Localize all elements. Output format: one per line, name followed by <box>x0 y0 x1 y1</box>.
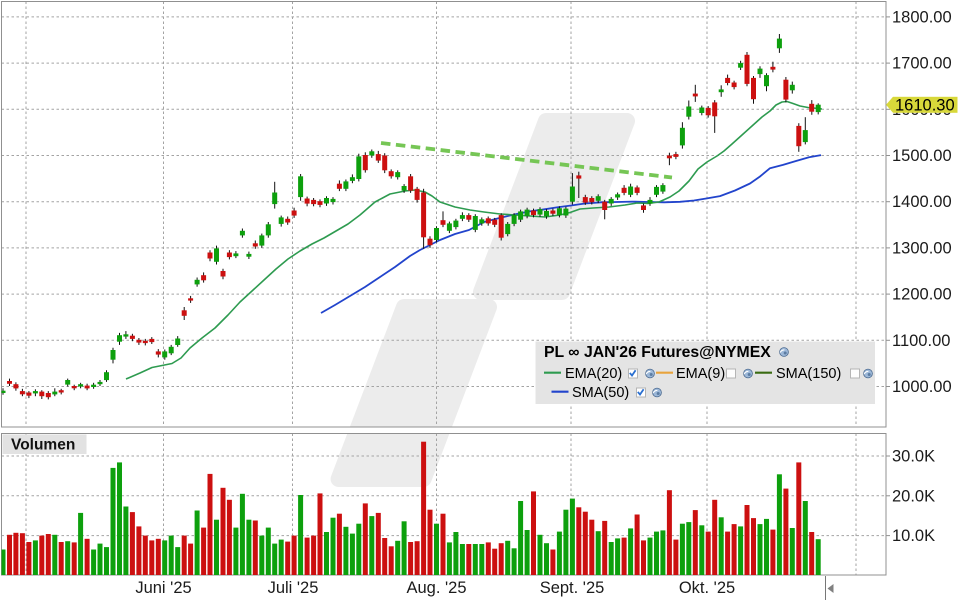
svg-text:Juni '25: Juni '25 <box>135 579 191 597</box>
svg-text:1000.00: 1000.00 <box>892 378 952 396</box>
svg-text:1500.00: 1500.00 <box>892 147 952 165</box>
svg-text:10.0K: 10.0K <box>892 527 935 545</box>
svg-text:30.0K: 30.0K <box>892 448 935 466</box>
svg-text:Sept. '25: Sept. '25 <box>540 579 605 597</box>
svg-text:Volumen: Volumen <box>11 437 75 454</box>
svg-text:1300.00: 1300.00 <box>892 239 952 257</box>
svg-text:1700.00: 1700.00 <box>892 55 952 73</box>
svg-text:EMA(9): EMA(9) <box>676 366 725 382</box>
svg-text:1200.00: 1200.00 <box>892 286 952 304</box>
svg-text:PL ∞ JAN'26 Futures@NYMEX: PL ∞ JAN'26 Futures@NYMEX <box>544 344 771 361</box>
svg-text:1400.00: 1400.00 <box>892 193 952 211</box>
svg-text:Juli '25: Juli '25 <box>268 579 319 597</box>
svg-text:1100.00: 1100.00 <box>892 332 950 350</box>
svg-text:EMA(20): EMA(20) <box>565 366 622 382</box>
svg-text:1800.00: 1800.00 <box>892 8 952 26</box>
svg-text:20.0K: 20.0K <box>892 487 935 505</box>
svg-text:SMA(50): SMA(50) <box>572 385 629 401</box>
svg-text:Aug. '25: Aug. '25 <box>406 579 466 597</box>
svg-text:1610.30: 1610.30 <box>895 96 955 114</box>
svg-text:Okt. '25: Okt. '25 <box>679 579 735 597</box>
svg-text:SMA(150): SMA(150) <box>776 366 841 382</box>
